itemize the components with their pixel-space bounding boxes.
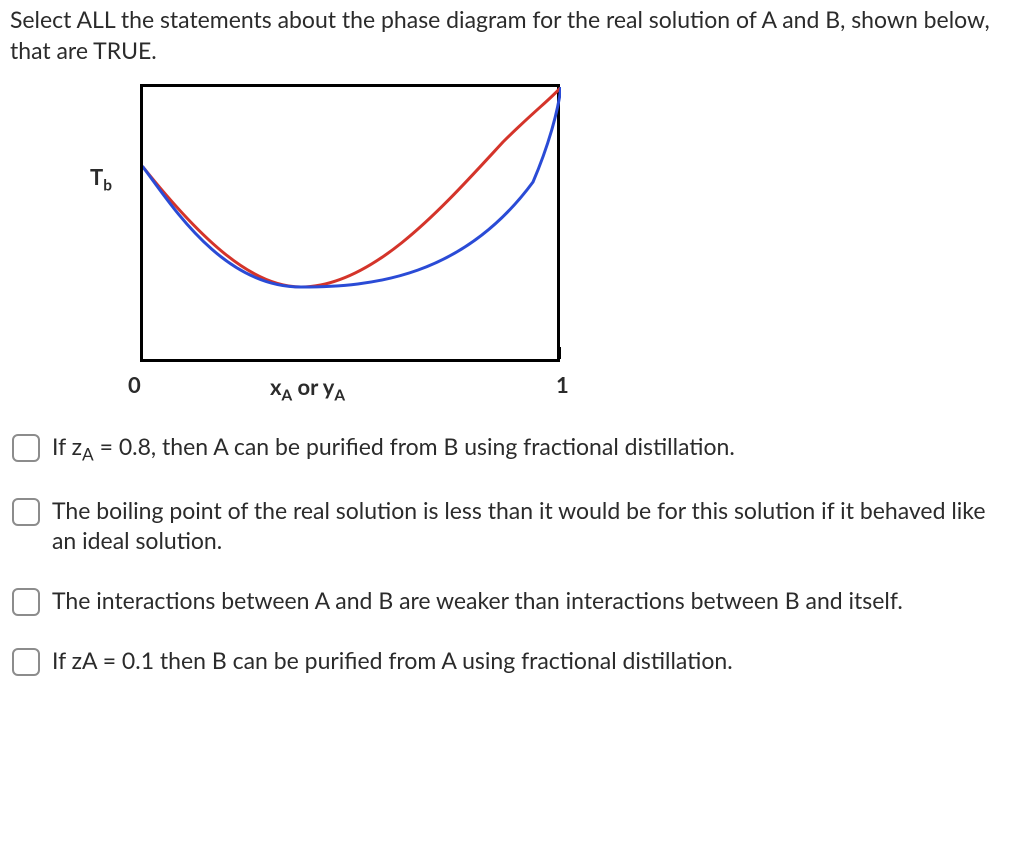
- option-3[interactable]: The interactions between A and B are wea…: [12, 586, 1014, 616]
- options-list: If zA = 0.8, then A can be purified from…: [10, 432, 1014, 676]
- y-axis-label: Tb: [90, 162, 112, 196]
- liquid-curve: [143, 87, 561, 287]
- phase-diagram: Tb 0 xA or yA 1: [90, 84, 690, 404]
- phase-diagram-svg: [143, 87, 561, 361]
- question-text: Select ALL the statements about the phas…: [10, 4, 1014, 66]
- x-axis-label: xA or yA: [270, 372, 345, 406]
- checkbox-icon[interactable]: [12, 648, 40, 676]
- option-label: If zA = 0.8, then A can be purified from…: [52, 432, 1014, 466]
- checkbox-icon[interactable]: [12, 588, 40, 616]
- option-label: The interactions between A and B are wea…: [52, 586, 1014, 616]
- x-axis-min: 0: [128, 370, 141, 400]
- option-1[interactable]: If zA = 0.8, then A can be purified from…: [12, 432, 1014, 466]
- checkbox-icon[interactable]: [12, 434, 40, 462]
- option-label: If zA = 0.1 then B can be purified from …: [52, 646, 1014, 676]
- vapor-curve: [143, 87, 561, 287]
- option-label: The boiling point of the real solution i…: [52, 496, 1014, 556]
- x-axis-max: 1: [556, 370, 569, 400]
- option-2[interactable]: The boiling point of the real solution i…: [12, 496, 1014, 556]
- plot-area: [140, 84, 560, 362]
- checkbox-icon[interactable]: [12, 498, 40, 526]
- option-4[interactable]: If zA = 0.1 then B can be purified from …: [12, 646, 1014, 676]
